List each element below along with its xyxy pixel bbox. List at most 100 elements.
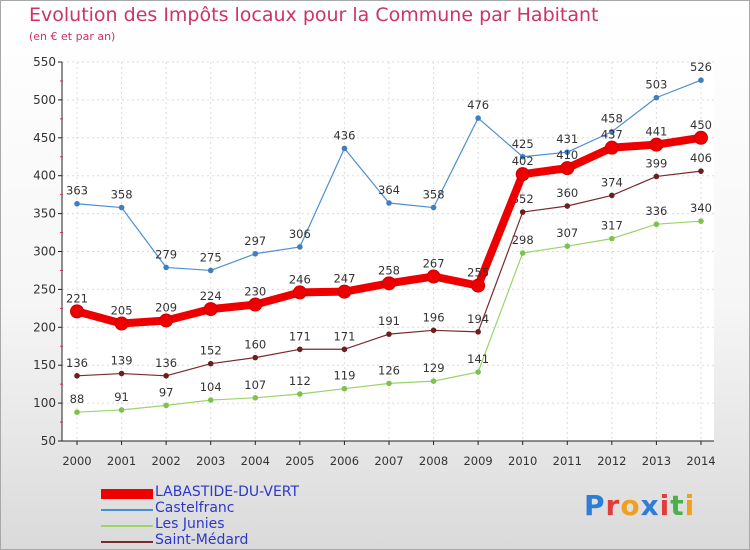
data-label: 297 [244,234,266,248]
x-tick-label: 2009 [463,454,492,468]
data-point [381,276,396,291]
data-label: 374 [601,175,623,189]
data-label: 88 [70,392,85,406]
data-point [163,373,169,379]
data-point [471,278,486,293]
data-label: 258 [378,263,400,277]
data-point [252,354,259,361]
data-label: 104 [200,380,222,394]
data-label: 255 [467,266,489,280]
x-tick-label: 2011 [553,454,582,468]
data-point [649,137,664,152]
data-label: 126 [378,363,400,377]
data-point [564,243,571,249]
data-point [564,203,571,209]
data-point [74,409,80,415]
data-label: 205 [111,304,133,318]
data-label: 209 [155,300,177,314]
logo-letter: P [584,489,606,522]
legend-item: Castelfranc [101,500,401,518]
data-point [653,94,660,101]
data-point [386,331,392,337]
data-point [386,380,392,387]
data-point [519,153,526,160]
x-tick-label: 2007 [374,454,403,468]
y-tick-label: 300 [33,245,56,259]
legend-label: Les Junies [155,516,225,532]
data-point [609,235,615,242]
data-label: 503 [645,78,667,92]
data-point [297,391,303,397]
data-point [203,302,218,317]
data-point [475,369,481,375]
data-point [519,250,526,256]
data-label: 476 [467,98,489,112]
data-point [475,329,481,335]
data-label: 358 [111,188,133,202]
x-tick-label: 2000 [62,454,91,468]
data-label: 160 [244,338,266,352]
data-point [609,128,615,135]
data-point [609,192,615,199]
legend-swatch [101,525,153,527]
series-castelfranc: 363 358 279 275 297 306 436 364 358 476 425 431 458 5… [66,60,712,274]
data-label: 336 [645,204,667,218]
data-label: 97 [159,385,174,399]
logo-letter: r [605,489,621,522]
legend-label: Saint-Médard [155,532,249,548]
y-tick-label: 250 [33,282,56,296]
data-point [698,77,704,83]
y-tick-label: 500 [33,93,56,107]
x-tick-label: 2001 [107,454,136,468]
legend-swatch [101,509,153,511]
data-label: 224 [200,289,222,303]
x-tick-label: 2014 [686,454,715,468]
logo-letter: o [620,489,641,522]
data-label: 191 [378,314,400,328]
data-point [560,161,575,176]
legend-label: Castelfranc [155,500,235,516]
legend-label: LABASTIDE-DU-VERT [155,484,300,500]
data-point [430,204,437,211]
data-point [653,221,660,228]
data-point [118,370,125,377]
x-tick-label: 2004 [241,454,270,468]
data-label: 112 [289,374,311,388]
data-point [693,130,708,145]
data-label: 298 [512,233,534,247]
data-point [297,346,303,353]
y-tick-label: 200 [33,320,56,334]
data-point [430,378,437,384]
x-tick-label: 2006 [330,454,359,468]
data-label: 363 [66,184,88,198]
data-point [604,140,619,155]
chart-title: Evolution des Impôts locaux pour la Comm… [29,4,599,26]
data-point [564,149,571,156]
y-tick-label: 450 [33,131,56,145]
data-label: 307 [556,226,578,240]
x-tick-label: 2010 [508,454,537,468]
legend-swatch [101,541,153,543]
logo-letter: t [670,489,685,522]
data-label: 171 [333,329,355,343]
data-point [475,115,481,121]
data-point [292,285,307,300]
data-label: 358 [423,188,445,202]
data-label: 196 [423,310,445,324]
data-label: 399 [645,156,667,170]
data-point [386,200,392,206]
data-point [341,145,348,152]
data-label: 458 [601,112,623,126]
data-point [207,360,214,367]
logo-letter: i [684,489,696,522]
series-labastide-du-vert: 221 205 209 224 230 246 247 258 267 255 402 410 437 4… [66,118,712,331]
data-point [430,327,437,334]
data-label: 91 [114,390,129,404]
data-label: 152 [200,344,222,358]
data-label: 275 [200,250,222,264]
data-label: 230 [244,285,266,299]
data-label: 360 [556,186,578,200]
data-label: 431 [556,132,578,146]
